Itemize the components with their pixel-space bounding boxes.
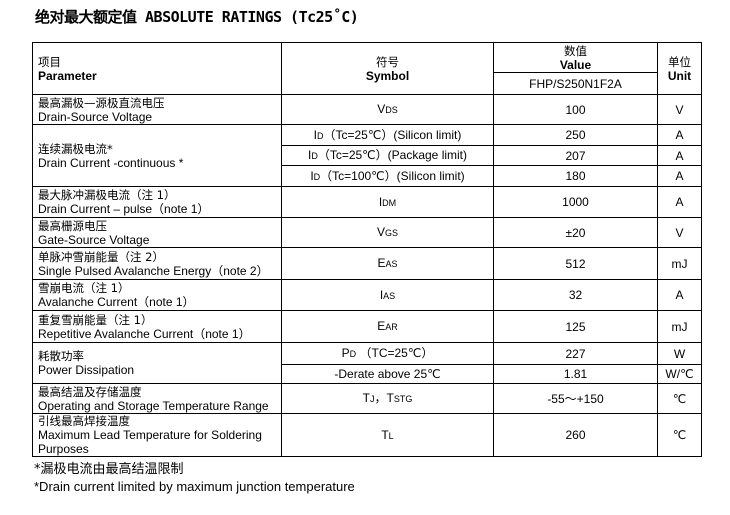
unit-cell: A xyxy=(657,165,702,187)
value-cell: 227 xyxy=(493,342,658,365)
table-row: 最高栅源电压 Gate-Source Voltage VGS ±20 V xyxy=(32,217,702,248)
value-cell: 180 xyxy=(493,165,658,187)
symbol-cell: PD （TC=25℃） xyxy=(281,342,494,365)
symbol-cell: ID（Tc=25℃）(Silicon limit) xyxy=(281,124,494,146)
header-value: 数值 Value xyxy=(493,42,658,73)
parameter-cell: 最高漏极—源极直流电压 Drain-Source Voltage xyxy=(32,94,282,125)
unit-cell: V xyxy=(657,94,702,125)
unit-cell: ℃ xyxy=(657,413,702,457)
unit-cell: A xyxy=(657,279,702,311)
table-row: 雪崩电流（注 1） Avalanche Current（note 1） IAS 32 A xyxy=(32,279,702,311)
symbol-cell: EAS xyxy=(281,247,494,280)
symbol-cell: TJ，TSTG xyxy=(281,383,494,414)
parameter-cell: 最高栅源电压 Gate-Source Voltage xyxy=(32,217,282,248)
symbol-cell: VDS xyxy=(281,94,494,125)
unit-cell: W xyxy=(657,342,702,365)
symbol-cell: ID（Tc=100℃）(Silicon limit) xyxy=(281,165,494,187)
table-row: 引线最高焊接温度 Maximum Lead Temperature for Sol… xyxy=(32,413,702,457)
footnote-cn: *漏极电流由最高结温限制 xyxy=(34,462,184,477)
parameter-cell: 单脉冲雪崩能量（注 2） Single Pulsed Avalanche Ener… xyxy=(32,247,282,280)
parameter-cell: 最大脉冲漏极电流（注 1） Drain Current – pulse（note … xyxy=(32,186,282,218)
table-row: 重复雪崩能量（注 1） Repetitive Avalanche Current（… xyxy=(32,310,702,343)
value-cell: 32 xyxy=(493,279,658,311)
header-row: 项目 Parameter 符号 Symbol 数值 Value 单位 Unit xyxy=(32,42,702,95)
value-cell: 250 xyxy=(493,124,658,146)
parameter-cell: 引线最高焊接温度 Maximum Lead Temperature for Sol… xyxy=(32,413,282,457)
parameter-cell: 重复雪崩能量（注 1） Repetitive Avalanche Current（… xyxy=(32,310,282,343)
value-cell: 207 xyxy=(493,145,658,166)
header-parameter: 项目 Parameter xyxy=(32,42,282,95)
value-cell: 1000 xyxy=(493,186,658,218)
unit-cell: A xyxy=(657,186,702,218)
table-row: 耗散功率 Power Dissipation PD （TC=25℃） 227 W xyxy=(32,342,702,384)
header-unit: 单位 Unit xyxy=(657,42,702,95)
absolute-ratings-table: 项目 Parameter 符号 Symbol 数值 Value 单位 Unit FHP/… xyxy=(32,42,702,457)
table-row: 最高结温及存储温度 Operating and Storage Temperatu… xyxy=(32,383,702,414)
unit-cell: A xyxy=(657,124,702,146)
header-part-number: FHP/S250N1F2A xyxy=(493,72,658,95)
unit-cell: mJ xyxy=(657,247,702,280)
parameter-cell: 耗散功率 Power Dissipation xyxy=(32,342,282,384)
unit-cell: mJ xyxy=(657,310,702,343)
symbol-cell: ID（Tc=25℃）(Package limit) xyxy=(281,145,494,166)
header-symbol: 符号 Symbol xyxy=(281,42,494,95)
value-cell: 260 xyxy=(493,413,658,457)
value-cell: ±20 xyxy=(493,217,658,248)
symbol-cell: EAR xyxy=(281,310,494,343)
value-cell: 100 xyxy=(493,94,658,125)
value-cell: 1.81 xyxy=(493,364,658,384)
table-row: ID（Tc=100℃）(Silicon limit) 180 A xyxy=(33,165,702,187)
table-row: -Derate above 25℃ 1.81 W/℃ xyxy=(33,364,702,384)
page-title: 绝对最大额定值 ABSOLUTE RATINGS (Tc25˚C) xyxy=(35,8,359,26)
symbol-cell: IDM xyxy=(281,186,494,218)
table-row: 单脉冲雪崩能量（注 2） Single Pulsed Avalanche Ener… xyxy=(32,247,702,280)
value-cell: 512 xyxy=(493,247,658,280)
unit-cell: ℃ xyxy=(657,383,702,414)
table-row: 连续漏极电流* Drain Current -continuous * ID（Tc=… xyxy=(32,124,702,187)
value-cell: -55～+150 xyxy=(493,383,658,414)
symbol-cell: TL xyxy=(281,413,494,457)
parameter-cell: 连续漏极电流* Drain Current -continuous * xyxy=(32,124,282,187)
unit-cell: V xyxy=(657,217,702,248)
parameter-cell: 最高结温及存储温度 Operating and Storage Temperatu… xyxy=(32,383,282,414)
table-row: ID（Tc=25℃）(Package limit) 207 A xyxy=(33,145,702,166)
unit-cell: W/℃ xyxy=(657,364,702,384)
table-row: 最大脉冲漏极电流（注 1） Drain Current – pulse（note … xyxy=(32,186,702,218)
parameter-cell: 雪崩电流（注 1） Avalanche Current（note 1） xyxy=(32,279,282,311)
footnote-en: *Drain current limited by maximum juncti… xyxy=(34,479,355,494)
unit-cell: A xyxy=(657,145,702,166)
symbol-cell: VGS xyxy=(281,217,494,248)
table-row: 最高漏极—源极直流电压 Drain-Source Voltage VDS 100 V xyxy=(32,94,702,125)
value-cell: 125 xyxy=(493,310,658,343)
symbol-cell: -Derate above 25℃ xyxy=(281,364,494,384)
symbol-cell: IAS xyxy=(281,279,494,311)
